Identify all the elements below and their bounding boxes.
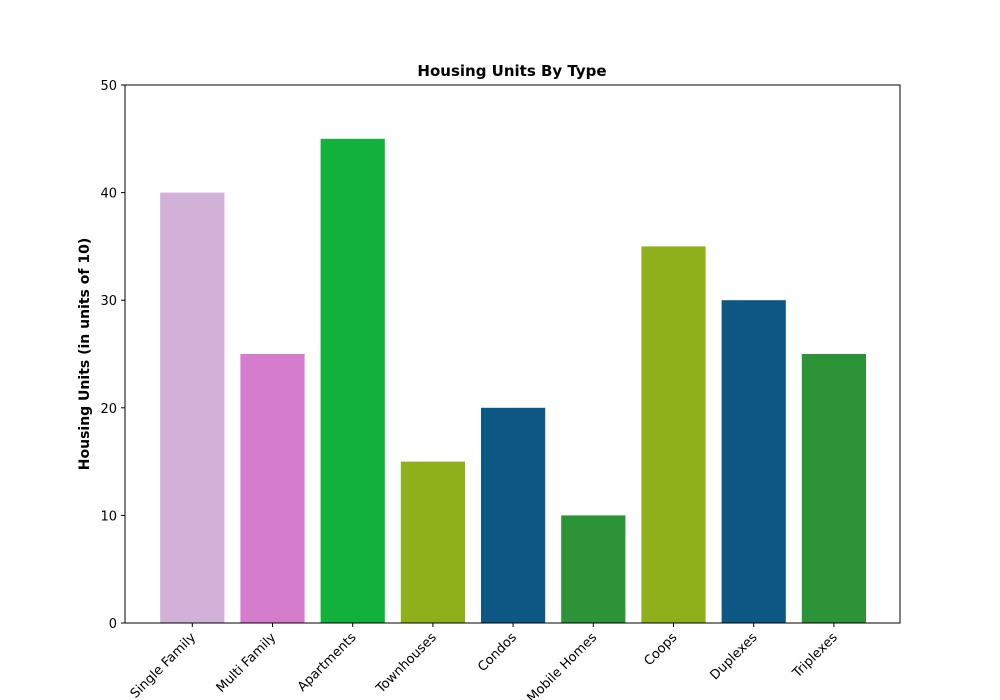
y-tick-label: 10 <box>100 509 117 524</box>
x-tick-label: Coops <box>641 630 680 669</box>
y-axis: 0 10 20 30 40 50 <box>100 79 125 632</box>
chart-title: Housing Units By Type <box>417 62 606 80</box>
y-axis-label: Housing Units (in units of 10) <box>77 238 93 470</box>
plot-area-frame <box>124 84 901 624</box>
x-tick-label: Multi Family <box>214 630 280 696</box>
bar-coops <box>641 246 706 623</box>
x-tick-label: Apartments <box>295 630 360 695</box>
bar-triplexes <box>801 354 866 623</box>
x-tick-label: Mobile Homes <box>525 630 601 700</box>
bar-single-family <box>160 192 225 623</box>
bar-condos <box>481 407 546 623</box>
y-tick-label: 50 <box>100 79 117 94</box>
y-tick-label: 20 <box>100 402 117 417</box>
y-tick-label: 40 <box>100 187 117 202</box>
bars-group <box>160 138 866 624</box>
x-axis: Single Family Multi Family Apartments Townh… <box>128 623 841 700</box>
x-tick-label: Duplexes <box>708 630 761 683</box>
bar-mobile-homes <box>561 515 626 623</box>
bar-multi-family <box>240 354 305 623</box>
x-tick-label: Triplexes <box>789 630 841 682</box>
y-tick-label: 30 <box>100 294 117 309</box>
bar-apartments <box>320 138 385 624</box>
y-tick-label: 0 <box>109 617 117 632</box>
x-tick-label: Townhouses <box>373 630 440 697</box>
bar-townhouses <box>400 461 465 623</box>
bar-duplexes <box>721 300 786 623</box>
x-tick-label: Condos <box>475 630 520 675</box>
x-tick-label: Single Family <box>128 630 200 700</box>
